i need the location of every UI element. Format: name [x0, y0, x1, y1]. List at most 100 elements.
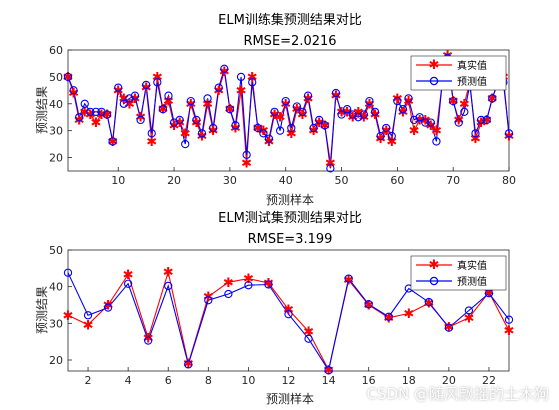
- train-predicted-point: [376, 131, 385, 141]
- train-y-tick-label: 40: [49, 98, 63, 111]
- test-predicted-point: [284, 310, 293, 319]
- train-predicted-point: [488, 94, 497, 103]
- train-predicted-point: [147, 129, 156, 138]
- train-predicted-point: [63, 72, 73, 82]
- test-legend-box: [410, 255, 507, 291]
- train-predicted-point: [175, 115, 184, 125]
- train-predicted-point: [164, 91, 173, 100]
- test-series-line-predicted: [67, 272, 510, 372]
- test-x-tick-label: 20: [442, 374, 456, 387]
- test-x-tick-label: 8: [205, 374, 212, 387]
- test-predicted-point: [204, 296, 213, 305]
- train-actual-point: ✱: [336, 105, 347, 120]
- train-panel: ELM训练集预测结果对比 RMSE=2.0216 10 20 30 40 50 60 70 8…: [35, 12, 516, 207]
- train-actual-point: ✱: [236, 84, 247, 99]
- test-predicted-point: [304, 334, 313, 343]
- train-actual-point: ✱: [459, 97, 470, 112]
- test-markers: ✱✱✱✱✱✱✱✱✱ ✱ ✱✱✱✱✱✱✱ ✱✱✱✱✱✱: [63, 266, 515, 379]
- train-actual-point: ✱: [319, 119, 330, 134]
- train-actual-point: ✱: [325, 156, 336, 171]
- train-predicted-point: [287, 123, 296, 133]
- test-ylabel: 预测结果: [35, 286, 49, 334]
- train-x-tick-label: 20: [167, 174, 181, 187]
- train-predicted-point: [370, 107, 380, 116]
- train-x-tick-label: 10: [111, 174, 125, 187]
- train-actual-point: ✱: [431, 124, 442, 139]
- train-actual-point: ✱: [487, 92, 498, 107]
- train-actual-point: ✱: [63, 70, 74, 85]
- test-actual-point: ✱: [484, 286, 495, 301]
- test-xlabel: 预测样本: [266, 391, 314, 406]
- watermark: CSDN @随风飘摇的土木狗: [366, 385, 549, 403]
- train-actual-point: ✱: [409, 124, 420, 139]
- train-predicted-point: [248, 78, 257, 87]
- train-actual-point: ✱: [481, 113, 492, 128]
- test-predicted-point: [244, 281, 253, 290]
- train-legend-predicted-marker: [429, 76, 439, 86]
- test-predicted-point: [83, 311, 93, 320]
- train-predicted-point: [337, 110, 346, 119]
- train-legend-actual-label: 真实值: [457, 59, 487, 72]
- train-predicted-point: [460, 107, 469, 116]
- train-predicted-point: [203, 94, 212, 103]
- train-actual-point: ✱: [124, 97, 135, 112]
- train-actual-point: ✱: [152, 70, 163, 85]
- train-predicted-point: [253, 123, 262, 133]
- test-predicted-point: [184, 360, 193, 369]
- train-predicted-point: [320, 121, 329, 130]
- train-ylabel: 预测结果: [35, 86, 49, 134]
- train-predicted-point: [387, 131, 396, 141]
- test-x-tick-label: 16: [362, 374, 376, 387]
- train-predicted-point: [186, 96, 195, 106]
- test-predicted-point: [144, 336, 153, 345]
- train-actual-point: ✱: [157, 103, 168, 118]
- train-predicted-point: [393, 96, 402, 106]
- train-predicted-point: [432, 137, 441, 146]
- test-actual-point: ✱: [243, 272, 254, 287]
- train-predicted-point: [181, 139, 190, 149]
- train-y-tick-label: 20: [49, 152, 63, 165]
- train-x-tick-label: 70: [446, 174, 460, 187]
- train-y-tick-label: 50: [49, 71, 63, 84]
- test-actual-point: ✱: [323, 363, 334, 378]
- train-actual-point: ✱: [453, 113, 464, 128]
- train-predicted-point: [69, 86, 78, 95]
- train-actual-point: ✱: [118, 92, 129, 107]
- train-actual-point: ✱: [275, 111, 286, 126]
- train-predicted-point: [242, 150, 251, 160]
- test-predicted-point: [504, 315, 514, 324]
- test-actual-point: ✱: [143, 332, 154, 347]
- train-x-tick-label: 30: [223, 174, 237, 187]
- train-predicted-point: [476, 115, 486, 125]
- test-predicted-point: [164, 281, 173, 291]
- train-predicted-point: [331, 88, 341, 98]
- train-actual-point: ✱: [79, 105, 90, 120]
- train-actual-point: ✱: [90, 116, 101, 131]
- test-y-ticks: 20 30 40 50: [49, 244, 72, 367]
- train-predicted-point: [259, 129, 268, 138]
- train-predicted-point: [264, 134, 274, 143]
- train-predicted-point: [158, 105, 168, 114]
- train-actual-point: ✱: [470, 132, 481, 147]
- train-legend-box: [410, 55, 507, 91]
- test-actual-point: ✱: [504, 324, 515, 339]
- test-predicted-point: [224, 289, 233, 299]
- train-rmse: RMSE=2.0216: [243, 34, 336, 49]
- train-predicted-point: [415, 113, 424, 122]
- train-predicted-point: [197, 129, 207, 138]
- test-predicted-point: [123, 279, 133, 288]
- train-actual-point: ✱: [286, 127, 297, 142]
- test-predicted-point: [444, 323, 454, 332]
- train-predicted-point: [270, 107, 279, 116]
- test-actual-point: ✱: [63, 309, 74, 324]
- test-actual-point: ✱: [123, 268, 134, 283]
- test-x-tick-label: 22: [482, 374, 496, 387]
- test-y-tick-label: 20: [49, 354, 63, 367]
- train-predicted-point: [298, 107, 307, 116]
- train-predicted-point: [80, 99, 89, 108]
- test-x-tick-label: 14: [322, 374, 336, 387]
- train-predicted-point: [303, 91, 313, 100]
- train-predicted-point: [326, 164, 335, 173]
- test-x-tick-label: 6: [165, 374, 172, 387]
- test-panel: ELM测试集预测结果对比 RMSE=3.199 2 4 6 8 10 12 14 16 18 20…: [35, 210, 514, 406]
